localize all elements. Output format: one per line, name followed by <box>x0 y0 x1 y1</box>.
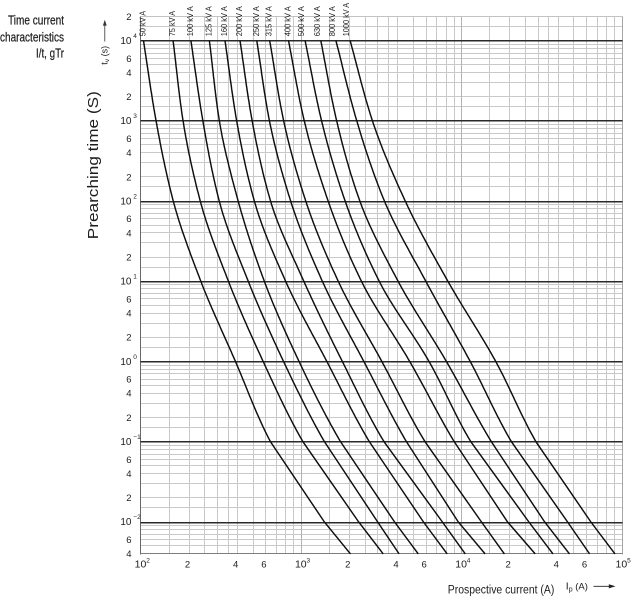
svg-text:6: 6 <box>126 294 131 305</box>
svg-text:6: 6 <box>126 455 131 466</box>
svg-text:Time current: Time current <box>8 12 64 27</box>
svg-text:2: 2 <box>126 413 131 424</box>
svg-text:6: 6 <box>582 560 587 571</box>
svg-text:2: 2 <box>345 560 350 571</box>
svg-text:100 kV A: 100 kV A <box>185 6 195 36</box>
svg-text:4: 4 <box>126 68 131 79</box>
svg-text:10: 10 <box>455 559 467 571</box>
svg-text:315 kV A: 315 kV A <box>264 6 274 36</box>
svg-text:10: 10 <box>120 437 132 448</box>
svg-text:2: 2 <box>126 172 131 183</box>
svg-text:2: 2 <box>126 12 131 23</box>
svg-text:2: 2 <box>146 557 150 564</box>
svg-text:10: 10 <box>295 559 307 571</box>
svg-text:2: 2 <box>505 560 510 571</box>
svg-text:6: 6 <box>126 375 131 386</box>
svg-text:10: 10 <box>120 357 132 368</box>
svg-text:2: 2 <box>126 253 131 264</box>
svg-text:6: 6 <box>126 535 131 546</box>
svg-text:10: 10 <box>120 277 132 288</box>
svg-text:4: 4 <box>393 560 398 571</box>
svg-text:4: 4 <box>126 389 131 400</box>
svg-text:4: 4 <box>467 557 471 564</box>
svg-text:4: 4 <box>554 560 559 571</box>
svg-text:10: 10 <box>120 36 132 47</box>
svg-text:4: 4 <box>126 228 131 239</box>
svg-text:Prospective current (A): Prospective current (A) <box>448 585 555 597</box>
svg-text:6: 6 <box>261 560 266 571</box>
svg-text:10: 10 <box>616 559 628 571</box>
svg-text:800 kV A: 800 kV A <box>327 6 337 36</box>
svg-text:1000 kV A: 1000 kV A <box>341 3 351 37</box>
svg-text:2: 2 <box>185 560 190 571</box>
svg-text:Prearching time (S): Prearching time (S) <box>85 91 102 239</box>
svg-text:5: 5 <box>627 557 631 564</box>
svg-text:75 kV A: 75 kV A <box>167 11 177 37</box>
svg-text:10: 10 <box>120 196 132 207</box>
svg-text:0: 0 <box>133 354 137 361</box>
svg-text:630 kV A: 630 kV A <box>312 6 322 36</box>
svg-text:125 kV A: 125 kV A <box>203 6 213 36</box>
svg-text:I/t, gTr: I/t, gTr <box>36 46 65 61</box>
svg-text:4: 4 <box>126 148 131 159</box>
svg-text:6: 6 <box>422 560 427 571</box>
svg-text:tv (s): tv (s) <box>99 46 111 65</box>
svg-text:50 kV A: 50 kV A <box>138 11 148 37</box>
svg-text:4: 4 <box>126 309 131 320</box>
svg-text:−1: −1 <box>133 434 141 441</box>
svg-text:2: 2 <box>126 92 131 103</box>
svg-text:−2: −2 <box>133 514 141 521</box>
svg-text:250 kV A: 250 kV A <box>251 6 261 36</box>
svg-text:2: 2 <box>126 493 131 504</box>
svg-text:10: 10 <box>135 559 147 571</box>
svg-text:3: 3 <box>307 557 311 564</box>
svg-text:6: 6 <box>126 54 131 65</box>
svg-text:2: 2 <box>133 193 137 200</box>
svg-text:160 kV A: 160 kV A <box>219 6 229 36</box>
svg-text:4: 4 <box>126 549 131 560</box>
svg-text:6: 6 <box>126 214 131 225</box>
svg-text:characteristics: characteristics <box>0 29 64 44</box>
svg-text:2: 2 <box>126 333 131 344</box>
svg-text:200 kV A: 200 kV A <box>234 6 244 36</box>
svg-text:10: 10 <box>120 517 132 528</box>
svg-text:1: 1 <box>133 274 137 281</box>
svg-text:3: 3 <box>133 113 137 120</box>
svg-text:10: 10 <box>120 116 132 127</box>
svg-text:400 kV A: 400 kV A <box>283 6 293 36</box>
svg-text:4: 4 <box>233 560 238 571</box>
svg-text:4: 4 <box>133 33 137 40</box>
svg-text:6: 6 <box>126 134 131 145</box>
svg-text:500 kV A: 500 kV A <box>296 6 306 36</box>
svg-text:4: 4 <box>126 469 131 480</box>
